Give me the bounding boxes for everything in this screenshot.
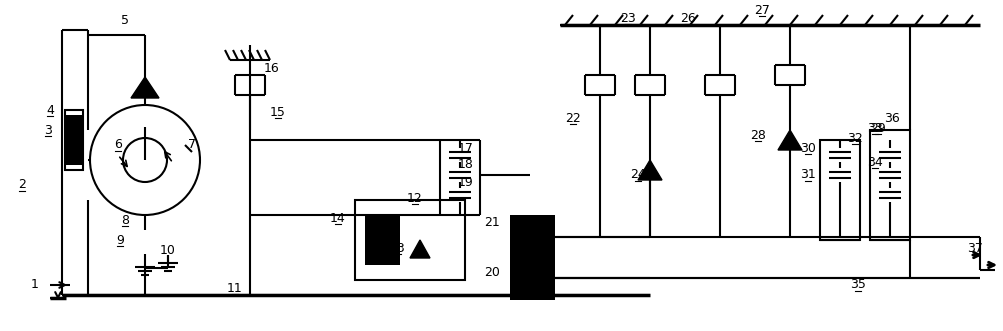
Polygon shape xyxy=(409,240,429,258)
Text: 5: 5 xyxy=(121,14,128,26)
Bar xyxy=(510,215,555,260)
Text: 11: 11 xyxy=(227,281,243,295)
Text: 22: 22 xyxy=(565,112,581,124)
Text: 8: 8 xyxy=(121,213,128,226)
Text: 32: 32 xyxy=(847,131,862,145)
Text: 33: 33 xyxy=(867,121,882,134)
Bar xyxy=(65,110,83,170)
Bar xyxy=(365,215,399,265)
Text: 28: 28 xyxy=(749,128,765,141)
Text: 4: 4 xyxy=(46,104,54,117)
Text: 30: 30 xyxy=(799,141,815,155)
Text: 9: 9 xyxy=(116,233,123,247)
Text: 16: 16 xyxy=(264,62,280,74)
Text: 13: 13 xyxy=(390,242,405,255)
Text: 36: 36 xyxy=(884,112,899,124)
Text: 3: 3 xyxy=(44,123,52,136)
Text: 20: 20 xyxy=(483,265,499,278)
Text: 7: 7 xyxy=(188,138,196,152)
Text: 2: 2 xyxy=(18,178,26,192)
Text: 1: 1 xyxy=(31,278,39,292)
Text: 17: 17 xyxy=(457,141,473,155)
Text: 37: 37 xyxy=(966,242,982,255)
Text: 21: 21 xyxy=(483,215,499,228)
Text: 29: 29 xyxy=(870,121,885,134)
Bar xyxy=(355,200,464,280)
Text: 26: 26 xyxy=(679,12,695,24)
Bar xyxy=(66,115,82,165)
Text: 19: 19 xyxy=(457,175,473,188)
Text: 34: 34 xyxy=(867,156,882,168)
Text: 14: 14 xyxy=(330,212,345,224)
Bar xyxy=(510,255,555,300)
Text: 35: 35 xyxy=(850,278,865,292)
Text: 10: 10 xyxy=(159,244,176,257)
Text: 31: 31 xyxy=(799,168,815,181)
Polygon shape xyxy=(637,160,661,180)
Bar xyxy=(870,130,909,240)
Text: 6: 6 xyxy=(114,138,121,152)
Text: 18: 18 xyxy=(457,159,473,171)
Bar xyxy=(819,140,860,240)
Text: 27: 27 xyxy=(753,4,769,17)
Text: 23: 23 xyxy=(620,12,635,24)
Text: 15: 15 xyxy=(270,106,286,118)
Text: 12: 12 xyxy=(407,192,422,205)
Polygon shape xyxy=(130,77,158,98)
Polygon shape xyxy=(777,130,801,150)
Text: 24: 24 xyxy=(630,168,645,181)
